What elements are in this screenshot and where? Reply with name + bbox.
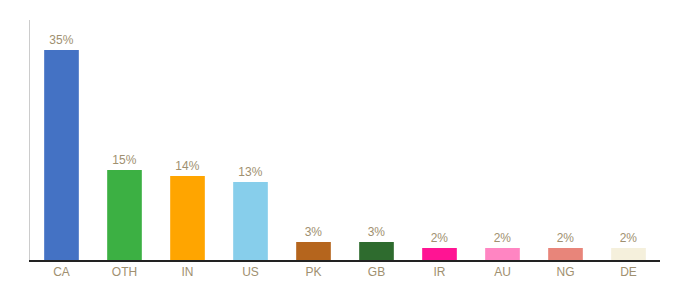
svg-text:GB: GB: [368, 265, 385, 279]
svg-text:13%: 13%: [238, 165, 262, 179]
svg-text:AU: AU: [494, 265, 511, 279]
svg-text:NG: NG: [557, 265, 575, 279]
svg-text:PK: PK: [305, 265, 321, 279]
svg-text:IR: IR: [434, 265, 446, 279]
svg-text:15%: 15%: [112, 153, 136, 167]
svg-text:2%: 2%: [557, 231, 575, 245]
svg-text:3%: 3%: [368, 225, 386, 239]
svg-text:35%: 35%: [49, 33, 73, 47]
svg-text:2%: 2%: [620, 231, 638, 245]
svg-text:3%: 3%: [305, 225, 323, 239]
svg-text:2%: 2%: [494, 231, 512, 245]
svg-text:US: US: [242, 265, 259, 279]
svg-text:CA: CA: [53, 265, 70, 279]
svg-text:DE: DE: [620, 265, 637, 279]
svg-text:2%: 2%: [431, 231, 449, 245]
svg-text:14%: 14%: [175, 159, 199, 173]
svg-text:IN: IN: [182, 265, 194, 279]
svg-text:OTH: OTH: [112, 265, 137, 279]
